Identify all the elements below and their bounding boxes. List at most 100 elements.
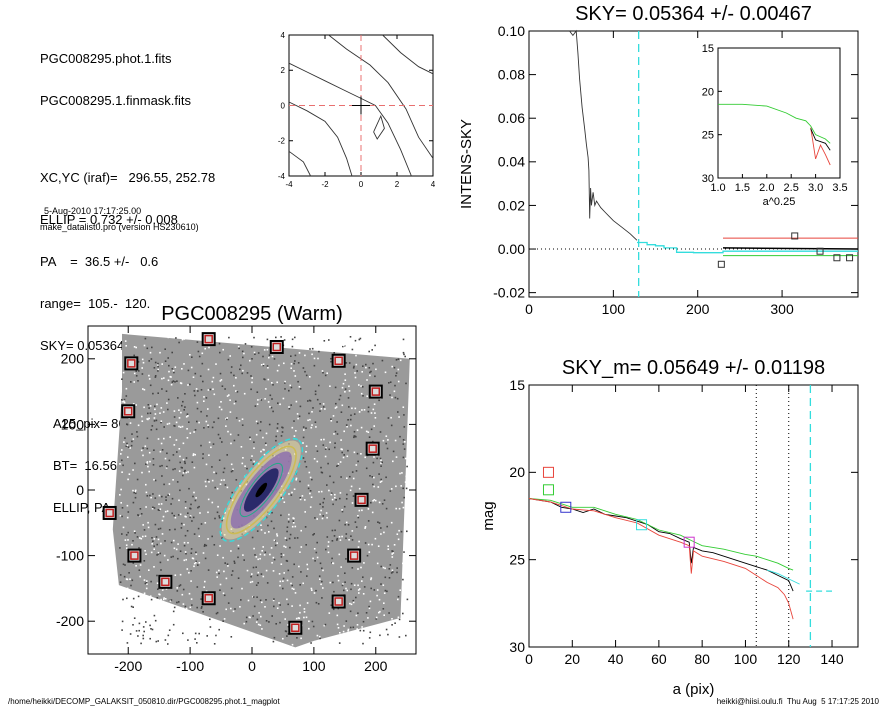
image-noise-dot: [336, 465, 338, 467]
image-noise-dot: [140, 610, 143, 612]
mag-xlabel: a (pix): [673, 681, 715, 698]
image-noise-dot: [162, 411, 165, 413]
image-noise-dot: [341, 448, 343, 451]
image-noise-dot: [294, 592, 297, 594]
image-noise-dot: [181, 425, 184, 428]
image-noise-dot: [119, 574, 122, 576]
image-noise-dot: [166, 452, 168, 455]
image-noise-dot: [149, 595, 152, 597]
image-noise-dot: [153, 420, 156, 422]
image-noise-dot: [304, 511, 306, 513]
image-noise-dot: [174, 366, 177, 368]
image-noise-dot: [263, 378, 265, 380]
image-noise-dot: [191, 461, 194, 463]
image-noise-dot: [265, 569, 268, 572]
image-noise-dot: [337, 575, 339, 577]
image-noise-dot: [286, 526, 289, 528]
image-noise-dot: [374, 344, 376, 347]
mag-ylabel: mag: [480, 501, 497, 530]
info-file-1: PGC008295.phot.1.fits: [40, 51, 172, 66]
image-noise-dot: [265, 599, 267, 601]
image-noise-dot: [390, 521, 393, 524]
image-noise-dot: [167, 494, 169, 496]
image-noise-dot: [284, 382, 286, 384]
image-noise-dot: [135, 565, 137, 567]
image-noise-dot: [365, 366, 367, 369]
image-noise-dot: [184, 551, 187, 553]
image-noise-dot: [293, 435, 296, 437]
image-noise-dot: [211, 501, 214, 504]
image-noise-dot: [324, 374, 327, 377]
image-noise-dot: [305, 544, 307, 546]
image-noise-dot: [208, 454, 210, 456]
image-noise-dot: [160, 569, 162, 571]
sky-box-inner: [334, 356, 343, 366]
image-noise-dot: [378, 399, 380, 402]
image-noise-dot: [256, 403, 259, 405]
image-noise-dot: [139, 564, 142, 566]
image-noise-dot: [299, 604, 301, 607]
image-noise-dot: [220, 479, 223, 481]
image-noise-dot: [316, 460, 319, 463]
image-noise-dot: [378, 598, 381, 601]
image-noise-dot: [334, 493, 336, 496]
image-noise-dot: [360, 392, 363, 395]
image-noise-dot: [354, 435, 356, 438]
image-noise-dot: [154, 523, 157, 526]
image-noise-dot: [308, 399, 311, 402]
image-noise-dot: [340, 476, 342, 478]
image-noise-dot: [221, 519, 224, 522]
image-noise-dot: [330, 357, 332, 360]
image-noise-dot: [226, 417, 228, 419]
image-noise-dot: [200, 644, 203, 646]
image-noise-dot: [386, 525, 388, 528]
image-noise-dot: [229, 355, 231, 357]
image-noise-dot: [384, 567, 386, 570]
contour-line: [288, 101, 353, 177]
image-noise-dot: [220, 401, 222, 403]
image-noise-dot: [137, 624, 139, 627]
image-noise-dot: [247, 599, 250, 602]
image-noise-dot: [400, 485, 402, 487]
image-noise-dot: [260, 615, 262, 618]
image-noise-dot: [379, 431, 382, 433]
image-noise-dot: [148, 360, 150, 362]
galaxy-contour-inner: [239, 462, 283, 518]
image-noise-dot: [204, 580, 206, 583]
image-noise-dot: [367, 617, 369, 619]
image-noise-dot: [313, 548, 316, 550]
image-noise-dot: [138, 370, 140, 372]
image-noise-dot: [397, 411, 399, 413]
image-noise-dot: [201, 362, 204, 365]
image-noise-dot: [293, 517, 295, 520]
image-noise-dot: [397, 595, 400, 598]
image-noise-dot: [133, 530, 136, 532]
image-noise-dot: [327, 462, 329, 465]
image-noise-dot: [260, 529, 263, 531]
image-noise-dot: [384, 576, 387, 579]
image-noise-dot: [265, 432, 268, 435]
sky-box-inner: [349, 551, 359, 560]
image-noise-dot: [126, 642, 129, 644]
image-noise-dot: [154, 479, 157, 482]
intens-marker: [791, 232, 799, 240]
image-noise-dot: [362, 576, 364, 578]
image-noise-dot: [228, 336, 230, 339]
image-noise-dot: [172, 610, 175, 613]
image-noise-dot: [137, 380, 139, 382]
image-noise-dot: [375, 368, 377, 371]
image-noise-dot: [225, 577, 228, 580]
image-noise-dot: [160, 503, 163, 505]
image-noise-dot: [341, 404, 344, 407]
image-noise-dot: [357, 516, 360, 519]
image-noise-dot: [186, 530, 189, 532]
image-noise-dot: [169, 436, 171, 438]
image-noise-dot: [132, 540, 134, 542]
image-noise-dot: [127, 456, 129, 458]
mag-x-tick-label: 100: [734, 651, 758, 667]
image-noise-dot: [119, 581, 122, 583]
intens-marker: [816, 247, 824, 255]
image-noise-dot: [385, 476, 387, 479]
image-noise-dot: [379, 610, 381, 613]
image-noise-dot: [191, 617, 194, 620]
